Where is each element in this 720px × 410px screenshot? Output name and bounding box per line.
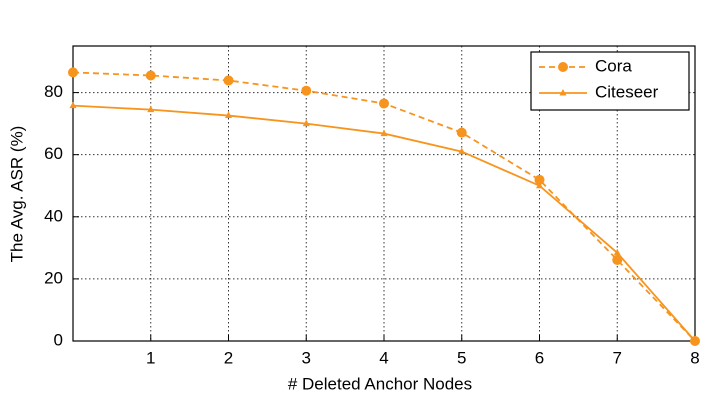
y-axis-label: The Avg. ASR (%) [7, 126, 26, 263]
y-tick-label: 60 [44, 144, 63, 163]
legend-marker [559, 89, 567, 96]
x-tick-label: 5 [457, 348, 466, 367]
x-tick-label: 4 [379, 348, 388, 367]
point [380, 129, 388, 137]
legend-box [530, 51, 690, 111]
point [456, 127, 467, 138]
point [612, 254, 623, 265]
x-tick-label: 3 [302, 348, 311, 367]
point [379, 98, 389, 109]
point [458, 147, 466, 155]
point [225, 111, 232, 119]
plot-frame [72, 45, 696, 342]
legend-label: Cora [595, 56, 632, 75]
x-tick-label: 1 [146, 348, 155, 367]
y-tick-label: 20 [44, 268, 63, 287]
x-tick-label: 8 [690, 348, 699, 367]
y-tick-label: 0 [54, 330, 63, 349]
legend-marker [558, 62, 568, 72]
point [536, 181, 543, 189]
x-tick-label: 7 [613, 348, 622, 367]
point [68, 67, 78, 78]
x-tick-label: 2 [224, 348, 233, 367]
point [301, 85, 312, 96]
point [302, 119, 310, 127]
x-axis-label: # Deleted Anchor Nodes [288, 374, 472, 393]
y-tick-label: 40 [44, 206, 63, 225]
legend-label: Citeseer [595, 82, 659, 101]
point [534, 174, 545, 185]
point [223, 75, 234, 86]
y-tick-label: 80 [44, 82, 63, 101]
x-tick-label: 6 [535, 348, 544, 367]
point [691, 337, 699, 344]
point [147, 105, 155, 113]
point [145, 70, 156, 81]
point [613, 248, 621, 256]
point [69, 101, 77, 109]
